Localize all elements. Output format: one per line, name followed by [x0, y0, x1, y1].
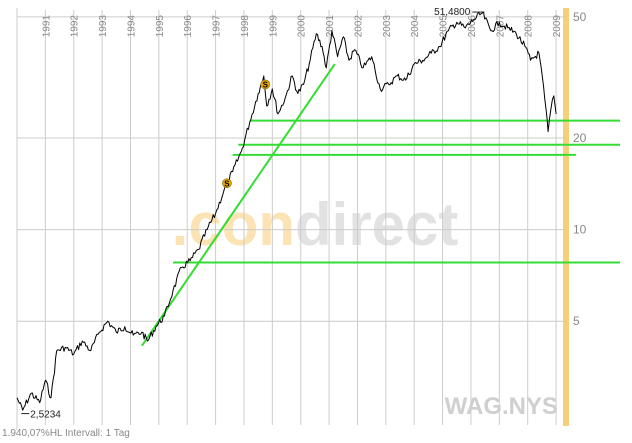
x-tick-label: 2001: [325, 15, 336, 38]
x-tick-label: 1999: [268, 15, 279, 38]
x-tick-label: 2009: [552, 15, 563, 38]
price-series: [16, 11, 557, 411]
x-tick-label: 2008: [524, 15, 535, 38]
grid-lines: [16, 8, 566, 430]
signal-marker-dot: [260, 79, 271, 90]
y-tick-label: 5: [573, 314, 580, 328]
signal-marker-label: S: [224, 179, 230, 188]
x-tick-label: 1996: [183, 15, 194, 38]
x-tick-label: 1994: [126, 15, 137, 38]
signal-marker-dot: [222, 178, 232, 189]
price-line: [16, 11, 557, 411]
x-tick-label: 1997: [212, 15, 223, 38]
x-tick-label: 1995: [155, 15, 166, 38]
signal-marker: S: [222, 178, 232, 189]
watermark-con: .con: [172, 191, 295, 258]
x-tick-label: 1991: [41, 15, 52, 38]
x-tick-label: 1998: [240, 15, 251, 38]
x-tick-label: 2000: [297, 15, 308, 38]
high-value-label: 51,4800: [434, 7, 471, 18]
y-tick-label: 50: [573, 10, 587, 24]
support-lines: [141, 8, 620, 426]
y-tick-label: 20: [573, 131, 587, 145]
signal-markers: SS: [222, 79, 271, 189]
x-tick-label: 1993: [98, 15, 109, 38]
x-tick-label: 2004: [410, 15, 421, 38]
watermark-direct: direct: [295, 191, 458, 258]
annotations: 51,4800 2,5234: [21, 7, 485, 421]
watermark: .con direct: [172, 191, 459, 258]
signal-marker-label: S: [263, 80, 269, 89]
x-tick-label: 2002: [353, 15, 364, 38]
x-tick-label: 2005: [439, 15, 450, 38]
trendline: [141, 63, 336, 347]
chart-footer: 1.940,07%HL Intervall: 1 Tag: [2, 428, 130, 439]
x-tick-label: 2003: [382, 15, 393, 38]
x-tick-label: 2006: [467, 15, 478, 38]
y-axis: 50 20 10 5: [573, 10, 587, 328]
y-tick-label: 10: [573, 223, 587, 237]
signal-marker: S: [260, 79, 271, 90]
low-value-label: 2,5234: [30, 410, 61, 421]
current-date-highlight: [563, 8, 569, 426]
ticker-label: WAG.NYS: [445, 393, 558, 420]
x-tick-label: 1992: [70, 15, 81, 38]
